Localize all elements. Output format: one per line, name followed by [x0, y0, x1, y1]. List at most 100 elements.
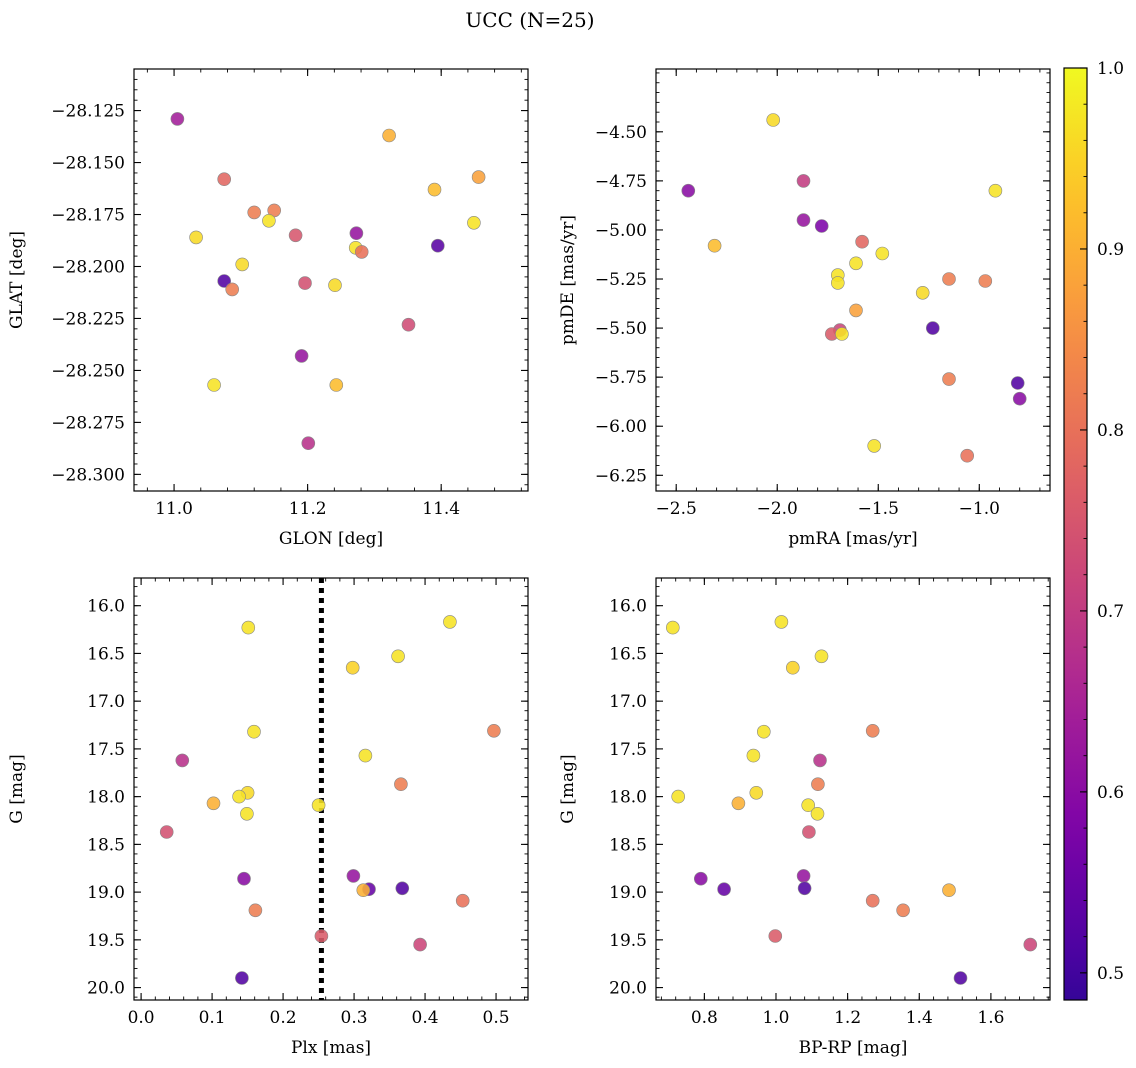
- y-tick-label: 16.5: [609, 644, 647, 664]
- data-point: [443, 615, 457, 629]
- x-tick-label: 0.1: [199, 1008, 226, 1028]
- axes-frame: [655, 68, 1051, 492]
- data-point: [314, 929, 329, 943]
- y-tick-label: −5.50: [595, 319, 647, 339]
- data-point: [354, 245, 369, 259]
- data-point: [427, 182, 442, 197]
- data-point: [849, 256, 863, 271]
- panel-plx-g: 0.0 0.1 0.2 0.3 0.4 0.5 16.0 16.5 17.0 17.5 18.0 18…: [7, 577, 529, 1058]
- y-tick-label: −5.75: [595, 368, 647, 388]
- data-point: [717, 882, 731, 897]
- data-point: [345, 660, 360, 675]
- data-point: [797, 881, 812, 896]
- data-point: [294, 349, 309, 363]
- x-tick-label: 11.0: [155, 499, 193, 519]
- data-point: [774, 615, 789, 629]
- panels: 11.0 11.2 11.4 −28.125 −28.150 −28.175 −28.200…: [7, 68, 1051, 1058]
- x-tick-label: 0.5: [483, 1008, 510, 1028]
- data-point: [328, 278, 342, 293]
- colorbar-tick-label: 0.6: [1097, 783, 1124, 803]
- data-point: [189, 230, 203, 245]
- data-point: [953, 971, 968, 985]
- colorbar-tick-label: 0.5: [1097, 964, 1124, 984]
- data-point: [875, 246, 890, 261]
- data-point: [942, 272, 956, 286]
- data-point: [241, 620, 256, 635]
- x-axis-label: pmRA [mas/yr]: [788, 529, 917, 549]
- axes-frame: [133, 68, 529, 492]
- data-point: [1010, 376, 1025, 390]
- data-point: [401, 317, 416, 332]
- data-point: [693, 871, 708, 886]
- y-tick-label: 17.5: [609, 740, 647, 760]
- y-axis-label: G [mag]: [7, 754, 27, 823]
- data-point: [358, 748, 373, 763]
- axes-frame: [655, 577, 1051, 1001]
- y-tick-label: 19.0: [87, 883, 125, 903]
- y-tick-label: −5.00: [595, 221, 647, 241]
- y-tick-label: −6.25: [595, 466, 647, 486]
- data-point: [217, 274, 231, 288]
- y-tick-label: 16.5: [87, 644, 125, 664]
- data-point: [896, 903, 910, 918]
- y-tick-label: −6.00: [595, 417, 647, 437]
- x-tick-label: 11.2: [289, 499, 327, 519]
- data-point: [395, 881, 410, 896]
- y-tick-label: −28.300: [51, 465, 125, 485]
- y-tick-label: −4.50: [595, 123, 647, 143]
- data-point: [925, 321, 940, 335]
- data-point: [988, 183, 1003, 198]
- x-axis-label: GLON [deg]: [279, 529, 383, 549]
- data-point: [225, 282, 239, 297]
- data-point: [830, 276, 845, 290]
- data-point: [978, 274, 993, 288]
- y-tick-label: −28.250: [51, 361, 125, 381]
- y-tick-label: 18.0: [609, 788, 647, 808]
- data-point: [248, 903, 263, 918]
- y-tick-label: −28.225: [51, 309, 125, 329]
- data-point: [801, 798, 816, 813]
- colorbar-tick-label: 0.8: [1097, 421, 1124, 441]
- data-point: [814, 219, 829, 233]
- colorbar: 0.5 0.6 0.7 0.8 0.9 1.0: [1063, 59, 1124, 1001]
- data-point: [247, 205, 261, 220]
- data-point: [170, 112, 185, 126]
- data-point: [756, 724, 771, 739]
- colorbar-tick-label: 1.0: [1097, 59, 1124, 79]
- data-point: [796, 174, 811, 188]
- data-point: [865, 723, 880, 738]
- y-tick-label: 16.0: [87, 597, 125, 617]
- data-point: [796, 869, 811, 883]
- data-point: [766, 113, 781, 127]
- data-point: [746, 748, 761, 763]
- y-axis-label: pmDE [mas/yr]: [558, 215, 578, 345]
- data-point: [855, 234, 869, 249]
- data-point: [413, 937, 427, 952]
- colorbar-tick-label: 0.7: [1097, 602, 1124, 622]
- panel-glon-glat: 11.0 11.2 11.4 −28.125 −28.150 −28.175 −28.200…: [7, 68, 529, 549]
- data-point: [813, 753, 827, 768]
- x-axis-label: BP-RP [mag]: [799, 1038, 908, 1058]
- data-point: [731, 796, 746, 811]
- data-point: [382, 128, 396, 143]
- data-point: [159, 825, 174, 839]
- x-tick-label: 0.3: [341, 1008, 368, 1028]
- data-point: [768, 929, 783, 943]
- figure-title: UCC (N=25): [465, 8, 594, 32]
- colorbar-frame: [1063, 67, 1088, 1001]
- y-tick-label: −28.150: [51, 154, 125, 174]
- axes-frame: [133, 577, 529, 1001]
- y-tick-label: 18.5: [609, 835, 647, 855]
- data-point: [796, 213, 811, 227]
- x-tick-label: 11.4: [422, 499, 460, 519]
- y-axis-label: G [mag]: [558, 754, 578, 823]
- x-tick-label: 0.4: [412, 1008, 439, 1028]
- y-tick-label: 17.5: [87, 740, 125, 760]
- data-point: [206, 796, 221, 811]
- data-point: [867, 439, 882, 453]
- data-point: [455, 893, 470, 908]
- data-point: [960, 448, 975, 463]
- data-point: [391, 649, 405, 664]
- x-tick-label: 0.2: [270, 1008, 297, 1028]
- y-tick-label: −28.125: [51, 102, 125, 122]
